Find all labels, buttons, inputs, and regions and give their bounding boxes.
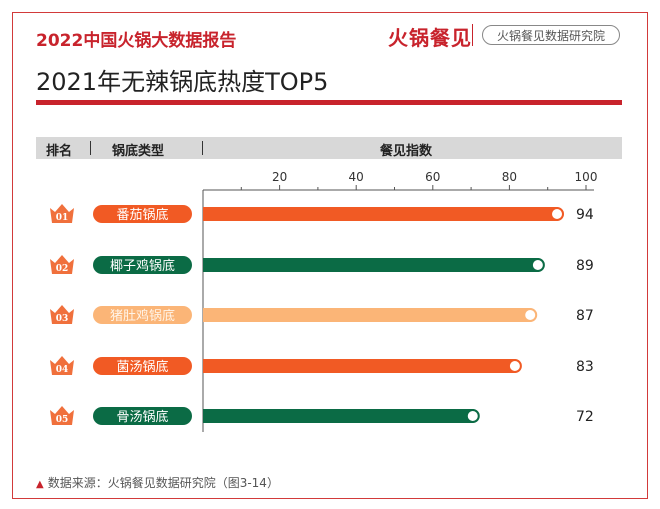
rank-number: 02 — [56, 264, 69, 274]
brand-logo-text: 火锅餐见 — [388, 26, 472, 50]
crown-icon — [50, 255, 74, 274]
value-label: 89 — [576, 258, 594, 274]
rank-badge: 05 — [50, 406, 74, 425]
x-tick-label: 60 — [425, 170, 440, 184]
x-tick-label: 100 — [575, 170, 598, 184]
rank-number: 04 — [56, 365, 69, 375]
crown-icon — [50, 204, 74, 223]
bar — [203, 359, 521, 373]
rank-number: 03 — [56, 314, 69, 324]
report-title: 2022中国火锅大数据报告 — [36, 31, 237, 51]
category-label: 菌汤锅底 — [116, 359, 168, 375]
x-tick-label: 20 — [272, 170, 287, 184]
header-divider — [202, 141, 203, 155]
brand-divider — [472, 24, 473, 46]
rank-badge: 04 — [50, 356, 74, 375]
category-label: 骨汤锅底 — [116, 409, 168, 425]
triangle-icon: ▲ — [36, 479, 44, 490]
category-pill — [93, 256, 192, 274]
category-pill — [93, 205, 192, 223]
category-label: 番茄锅底 — [116, 207, 168, 223]
value-label: 87 — [576, 308, 594, 324]
bar — [203, 409, 479, 423]
value-label: 94 — [576, 207, 594, 223]
bar-end-dot — [530, 258, 545, 272]
footnote-text: 数据来源：火锅餐见数据研究院（图3-14） — [47, 476, 279, 490]
footnote: ▲ 数据来源：火锅餐见数据研究院（图3-14） — [36, 474, 279, 491]
x-tick-label: 40 — [349, 170, 364, 184]
bar-end-dot — [465, 409, 480, 423]
category-label: 椰子鸡锅底 — [110, 258, 175, 274]
bar-end-dot — [507, 359, 522, 373]
value-label: 83 — [576, 359, 594, 375]
table-header-bar — [36, 137, 622, 159]
header-divider — [90, 141, 91, 155]
report-frame — [12, 12, 648, 499]
header-index: 餐见指数 — [380, 144, 433, 159]
header-rank: 排名 — [46, 144, 73, 159]
rank-badge: 03 — [50, 305, 74, 324]
bar-end-dot — [550, 207, 565, 221]
bar — [203, 207, 564, 221]
crown-icon — [50, 406, 74, 425]
crown-icon — [50, 305, 74, 324]
bar-left-cap — [203, 258, 217, 272]
bar-left-cap — [203, 359, 217, 373]
value-label: 72 — [576, 409, 594, 425]
bar-end-dot — [523, 308, 538, 322]
brand-subtitle: 火锅餐见数据研究院 — [482, 25, 620, 45]
crown-icon — [50, 356, 74, 375]
rank-number: 01 — [56, 213, 69, 223]
header-type: 锅底类型 — [112, 144, 165, 159]
category-label: 猪肚鸡锅底 — [110, 308, 175, 324]
category-pill — [93, 357, 192, 375]
chart-title: 2021年无辣锅底热度TOP5 — [36, 68, 329, 96]
category-pill — [93, 306, 192, 324]
category-pill — [93, 407, 192, 425]
rank-number: 05 — [56, 415, 69, 425]
rank-badge: 01 — [50, 204, 74, 223]
x-tick-label: 80 — [502, 170, 517, 184]
bar — [203, 308, 537, 322]
rank-badge: 02 — [50, 255, 74, 274]
bar-left-cap — [203, 409, 217, 423]
bar — [203, 258, 544, 272]
bar-left-cap — [203, 207, 217, 221]
bar-left-cap — [203, 308, 217, 322]
title-underline — [36, 100, 622, 105]
